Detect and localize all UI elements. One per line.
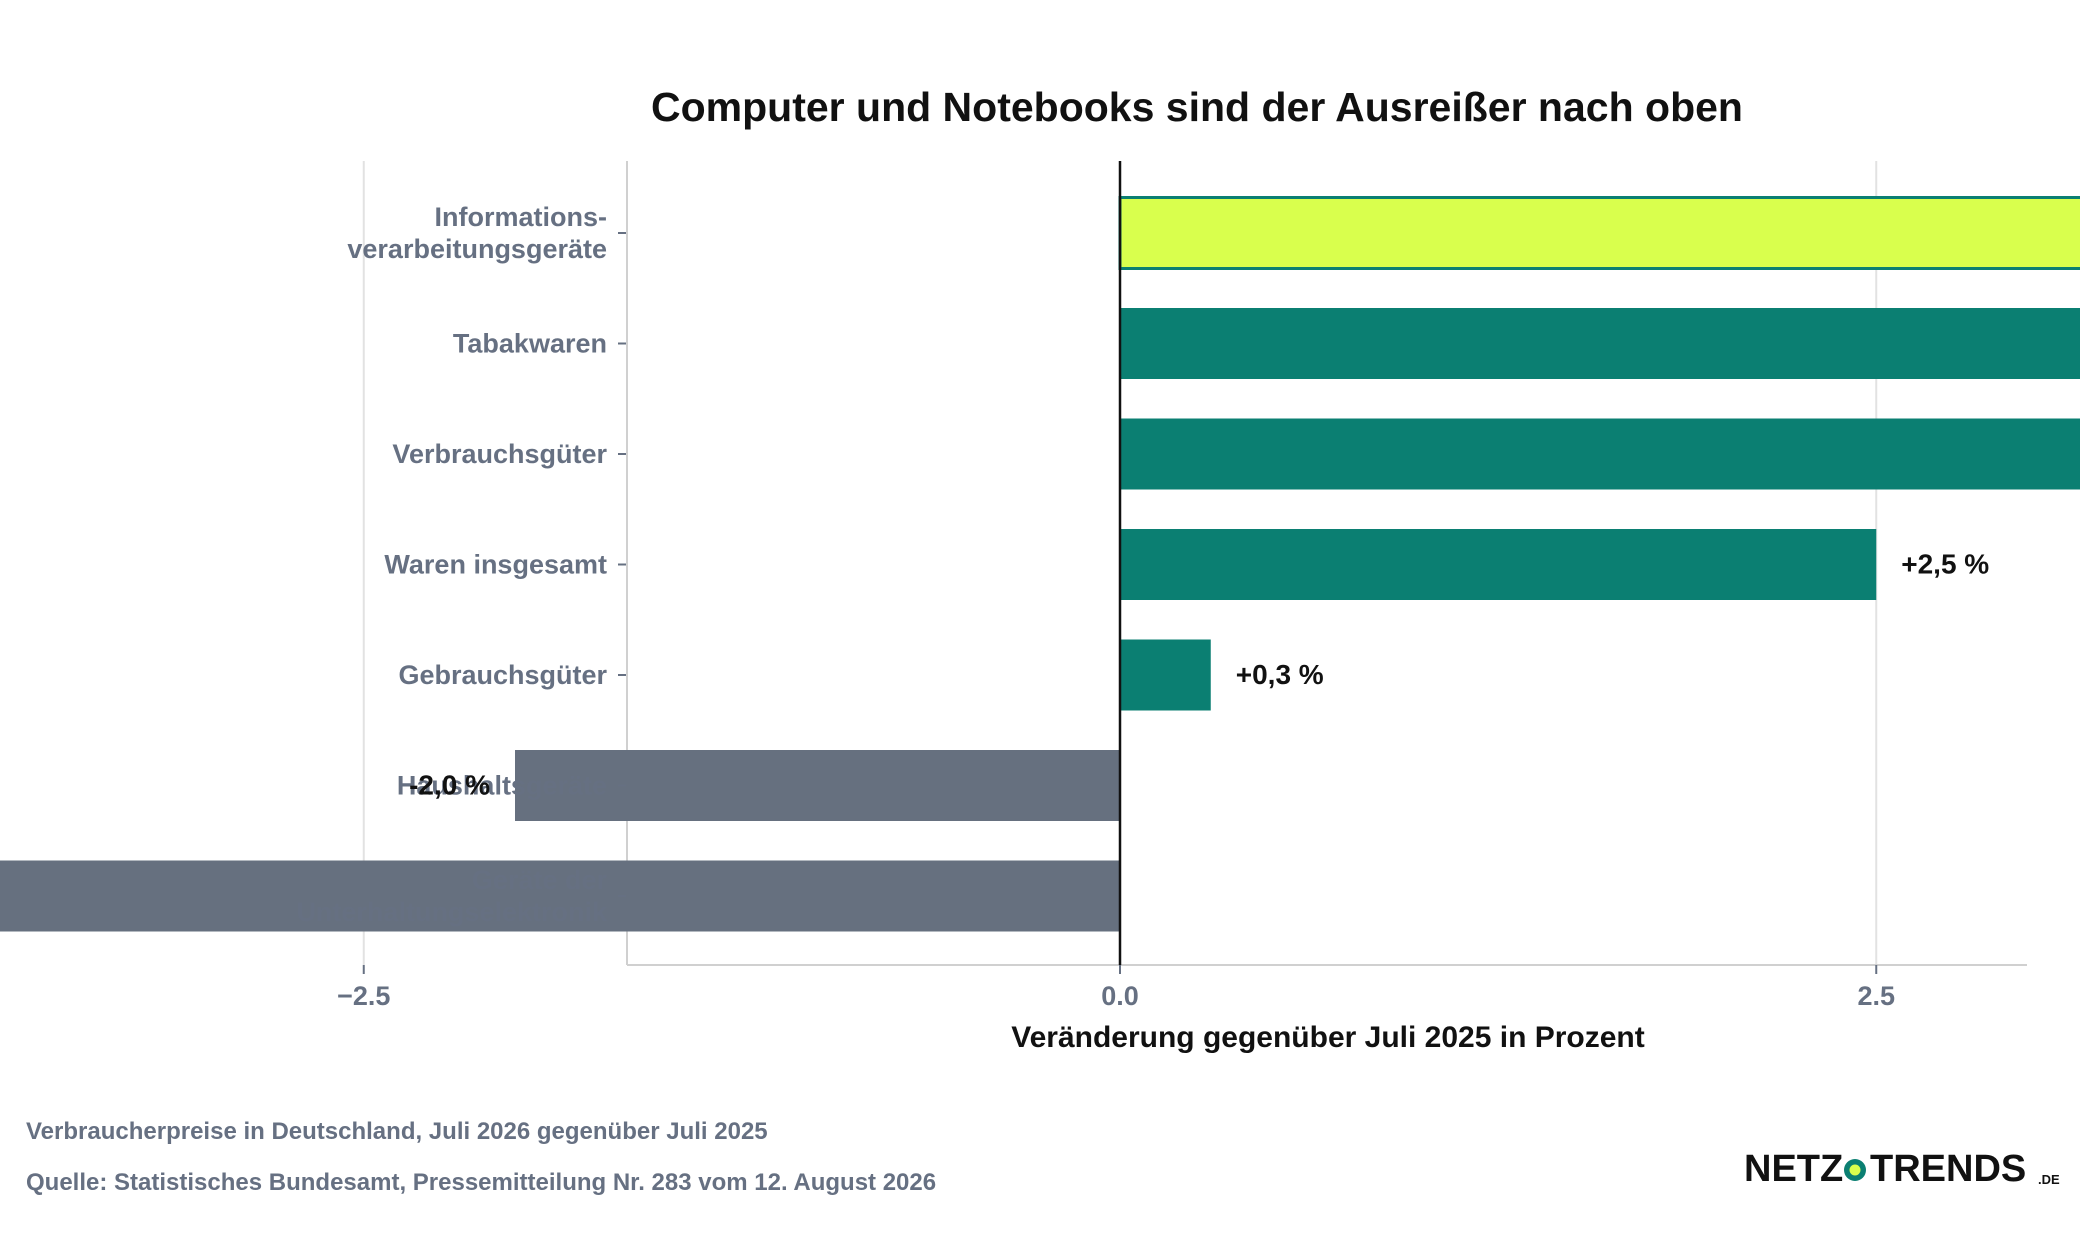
chart-subtitle: Verbraucherpreise in Deutschland, Juli 2…	[26, 1118, 768, 1145]
logo-text-suffix: .DE	[2038, 1172, 2060, 1187]
netztrends-logo: NETZ TRENDS .DE	[1744, 1148, 2060, 1190]
category-label: Haushaltsgeräte	[397, 771, 607, 801]
axis-frame	[626, 161, 2027, 966]
x-axis-title: Veränderung gegenüber Juli 2025 in Proze…	[1011, 1021, 1645, 1054]
bar	[1120, 308, 2080, 379]
category-labels: Informations-verarbeitungsgeräte Tabakwar…	[296, 202, 626, 927]
bar	[1118, 196, 2080, 270]
category-label: verarbeitungsgeräte	[347, 234, 607, 264]
category-label: Geräte der	[472, 865, 608, 895]
value-labels: +9,6 %+6,0 %+3,7 %+2,5 %+0,3 %-2,0 %-4,0…	[409, 549, 1989, 801]
category-label: Tabakwaren	[453, 329, 607, 359]
logo-dot-center	[1849, 1164, 1861, 1176]
x-tick-label: 0.0	[1101, 981, 1139, 1011]
x-tick-labels: −5.0−2.50.02.55.07.510.0	[337, 965, 1895, 1011]
category-label: Informations-	[435, 202, 608, 232]
category-label: Unterhaltungselektronik	[296, 897, 608, 927]
source-note: Quelle: Statistisches Bundesamt, Pressem…	[26, 1169, 937, 1196]
value-label: -2,0 %	[409, 770, 490, 801]
value-label: +2,5 %	[1901, 549, 1989, 580]
category-label: Gebrauchsgüter	[398, 660, 607, 690]
bar	[1120, 529, 1877, 600]
bar	[1120, 639, 1211, 711]
bars	[0, 196, 2080, 932]
x-tick-label: 2.5	[1857, 981, 1895, 1011]
category-label: Verbrauchsgüter	[392, 439, 607, 469]
value-label: +0,3 %	[1236, 659, 1324, 690]
chart-title: Computer und Notebooks sind der Ausreiße…	[651, 84, 1743, 130]
bar	[0, 860, 1120, 932]
bar	[1120, 418, 2080, 490]
logo-text-netz: NETZ	[1744, 1148, 1843, 1190]
logo-text-trends: TRENDS	[1870, 1148, 2026, 1190]
bar	[515, 750, 1120, 821]
category-label: Waren insgesamt	[384, 550, 607, 580]
x-tick-label: −2.5	[337, 981, 390, 1011]
